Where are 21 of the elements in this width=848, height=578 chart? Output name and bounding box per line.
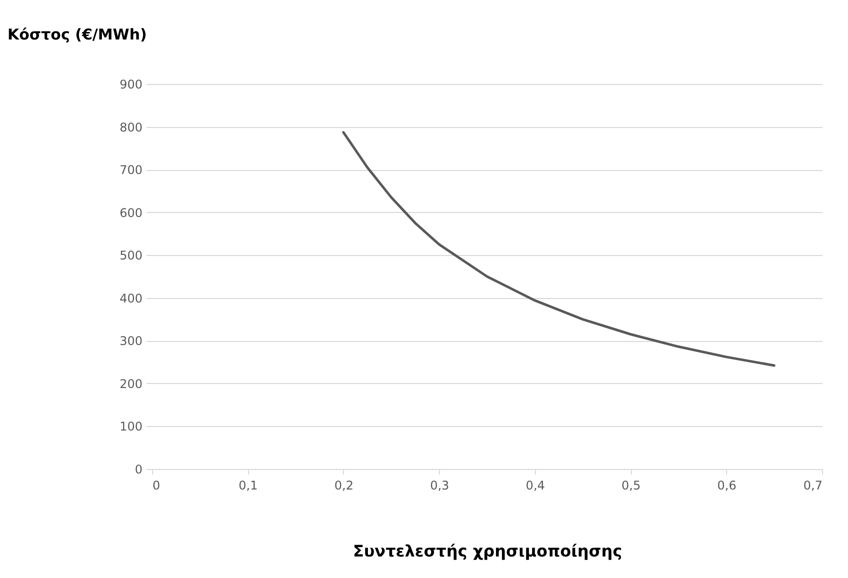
y-tick-label: 400 bbox=[120, 291, 142, 306]
y-tick-label: 700 bbox=[120, 163, 142, 178]
x-tick-label: 0,4 bbox=[526, 478, 545, 492]
line-series bbox=[342, 131, 776, 367]
x-tick-label: 0,3 bbox=[430, 478, 450, 492]
x-tick-label: 0,1 bbox=[238, 478, 258, 492]
y-tick-label: 600 bbox=[120, 206, 142, 220]
y-tick-label: 0 bbox=[134, 462, 142, 476]
x-tick-label: 0 bbox=[152, 478, 160, 492]
y-axis-title: Κόστος (€/MWh) bbox=[8, 26, 147, 44]
y-tick-label: 500 bbox=[120, 248, 142, 263]
y-tick-label: 200 bbox=[120, 376, 142, 391]
x-axis-title: Συντελεστής χρησιμοποίησης bbox=[352, 542, 622, 560]
x-tick-label: 0,2 bbox=[334, 478, 354, 492]
y-tick-label: 100 bbox=[120, 420, 142, 434]
x-tick-label: 0,5 bbox=[622, 478, 641, 492]
y-tick-label: 800 bbox=[120, 120, 142, 134]
x-tick-label: 0,7 bbox=[803, 478, 822, 492]
x-tick-label: 0,6 bbox=[717, 478, 736, 492]
y-tick-label: 900 bbox=[120, 78, 142, 92]
y-tick-label: 300 bbox=[120, 334, 142, 348]
